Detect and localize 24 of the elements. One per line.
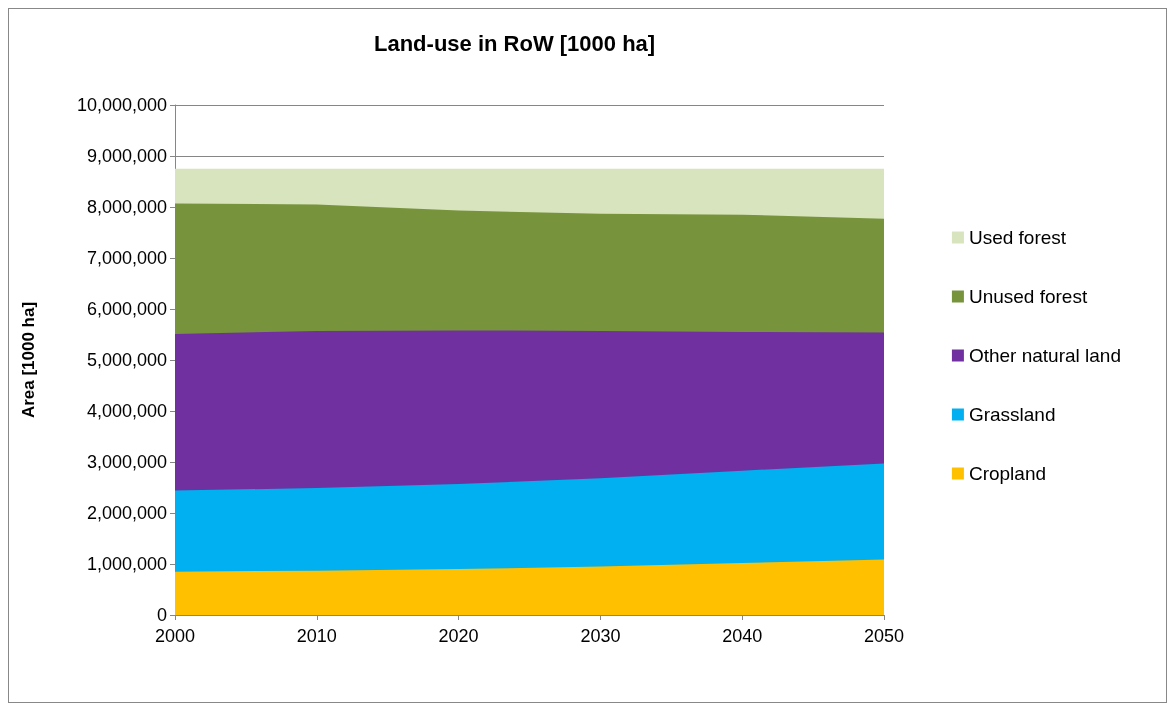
- y-tick-label: 1,000,000: [86, 554, 167, 574]
- y-tick-label: 3,000,000: [86, 452, 167, 472]
- legend-label: Grassland: [968, 404, 1056, 425]
- y-tick-label: 0: [156, 605, 167, 625]
- legend-label: Other natural land: [968, 345, 1121, 366]
- x-tick-label: 2040: [722, 626, 763, 646]
- y-tick-label: 5,000,000: [86, 350, 167, 370]
- x-tick-label: 2020: [438, 626, 479, 646]
- y-tick-label: 9,000,000: [86, 146, 167, 166]
- y-tick-label: 10,000,000: [76, 95, 167, 115]
- x-tick-label: 2000: [154, 626, 196, 646]
- y-tick-label: 6,000,000: [86, 299, 167, 319]
- y-tick-label: 2,000,000: [86, 503, 167, 523]
- y-tick-label: 4,000,000: [86, 401, 167, 421]
- legend-label: Used forest: [968, 227, 1067, 248]
- y-tick-label: 7,000,000: [86, 248, 167, 268]
- chart-title: Land-use in RoW [1000 ha]: [374, 30, 656, 56]
- x-tick-label: 2030: [580, 626, 621, 646]
- x-tick-label: 2010: [296, 626, 337, 646]
- x-tick-label: 2050: [863, 626, 905, 646]
- y-axis-title: Area [1000 ha]: [19, 301, 38, 419]
- legend-label: Unused forest: [968, 286, 1088, 307]
- y-tick-label: 8,000,000: [86, 197, 167, 217]
- legend-label: Cropland: [968, 463, 1047, 484]
